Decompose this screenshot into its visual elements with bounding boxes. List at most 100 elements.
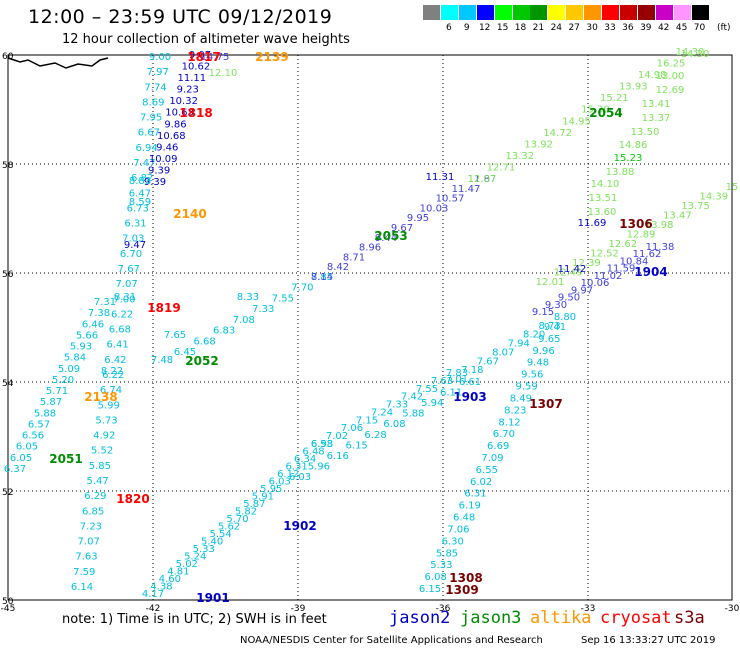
- swh-value: 6.58: [311, 439, 333, 450]
- swh-value: 6.41: [107, 340, 129, 351]
- swh-value: 6.28: [364, 430, 386, 441]
- swh-value: 7.31: [94, 297, 116, 308]
- swh-value: 8.23: [504, 405, 526, 416]
- swh-value: 11.59: [607, 264, 636, 275]
- swh-value: 10.57: [436, 194, 465, 205]
- swh-value: 5.88: [34, 408, 56, 419]
- legend-altika: altika: [530, 608, 592, 628]
- swh-value: 13.41: [642, 99, 671, 110]
- swh-value: 12.07: [468, 174, 497, 185]
- swh-value: 4.92: [93, 431, 115, 442]
- swh-value: 7.48: [151, 355, 173, 366]
- swh-value: 8.71: [343, 252, 365, 263]
- color-scale-label: 15: [496, 23, 509, 33]
- swh-value: 6.05: [10, 453, 32, 464]
- lat-label: 54: [2, 379, 14, 389]
- color-scale-unit: (ft): [717, 23, 731, 33]
- color-scale-label: 21: [532, 23, 545, 33]
- swh-value: 7.55: [416, 384, 438, 395]
- lon-label: -45: [1, 604, 16, 614]
- swh-value: 13.47: [663, 211, 692, 222]
- swh-value: 14.39: [699, 192, 728, 203]
- swh-value: 6.73: [127, 203, 149, 214]
- swh-value: 5.71: [46, 386, 68, 397]
- swh-value: 9.15: [532, 307, 554, 318]
- swh-value: 8.20: [523, 330, 545, 341]
- swh-value: 6.55: [476, 465, 498, 476]
- swh-value: 15.23: [614, 153, 643, 164]
- color-swatch: [548, 5, 566, 20]
- swh-value: 5.85: [89, 461, 111, 472]
- swh-value: 7.06: [447, 524, 469, 535]
- swh-value: 7.01: [446, 374, 468, 385]
- color-swatch: [584, 5, 602, 20]
- swh-value: 6.19: [459, 501, 481, 512]
- pass-id-label: 2053: [374, 229, 407, 243]
- color-swatch: [458, 5, 476, 20]
- swh-value: 14.95: [562, 116, 591, 127]
- pass-id-label: 1818: [179, 106, 212, 120]
- swh-value: 7.18: [461, 365, 483, 376]
- swh-value: 7.02: [326, 431, 348, 442]
- swh-value: 11.62: [633, 249, 662, 260]
- swh-value: 5.91: [252, 492, 274, 503]
- swh-value: 15.30: [581, 105, 610, 116]
- swh-value: 7.33: [252, 304, 274, 315]
- pass-id-label: 1308: [449, 571, 482, 585]
- swh-value: 7.67: [477, 356, 499, 367]
- map-frame: [7, 54, 733, 601]
- swh-value: 7.03: [122, 234, 144, 245]
- swh-value: 5.87: [40, 397, 62, 408]
- color-scale-label: 30: [586, 23, 598, 33]
- swh-value: 5.33: [193, 544, 215, 555]
- swh-value: 11.87: [468, 174, 497, 185]
- color-scale-label: 12: [478, 23, 491, 33]
- swh-value: 6.29: [84, 491, 106, 502]
- swh-value: 7.00: [113, 294, 135, 305]
- color-swatch: [637, 5, 655, 20]
- swh-value: 6.82: [131, 173, 153, 184]
- swh-value: 9.67: [391, 223, 413, 234]
- swh-value: 12.10: [209, 68, 238, 79]
- swh-value: 6.03: [289, 472, 311, 483]
- swh-value: 6.37: [4, 464, 26, 475]
- swh-value: 7.85: [311, 272, 333, 283]
- swh-value: 14.86: [619, 140, 648, 151]
- swh-value: 6.70: [493, 429, 515, 440]
- swh-value: 6.14: [71, 582, 93, 593]
- pass-id-label: 1307: [529, 397, 562, 411]
- swh-value: 6.93: [311, 439, 333, 450]
- color-scale-label: 24: [550, 23, 563, 33]
- lon-label: -36: [436, 604, 451, 614]
- swh-value: 6.46: [82, 319, 104, 330]
- swh-value: 9.07: [189, 50, 211, 61]
- swh-value: 5.82: [235, 507, 257, 518]
- swh-value: 6.57: [28, 419, 50, 430]
- coastline: [7, 57, 109, 69]
- swh-value: 6.12: [277, 469, 299, 480]
- swh-value: 8.14: [311, 272, 333, 283]
- swh-value: 7.70: [291, 283, 313, 294]
- swh-value: 6.08: [383, 419, 405, 430]
- swh-value: 9.39: [148, 165, 170, 176]
- swh-value: 7.63: [75, 552, 97, 563]
- color-scale-label: 9: [463, 23, 470, 33]
- swh-value: 9.56: [521, 370, 543, 381]
- swh-value: 8.12: [498, 417, 520, 428]
- swh-value: 13.93: [619, 82, 648, 93]
- swh-value: 9.50: [558, 293, 580, 304]
- swh-value: 9.46: [156, 142, 178, 153]
- swh-value: 7.15: [356, 415, 378, 426]
- swh-value: 6.31: [124, 219, 146, 230]
- swh-value: 9.96: [533, 346, 555, 357]
- legend-jason3: jason3: [460, 608, 522, 628]
- swh-value: 6.22: [111, 309, 133, 320]
- lat-label: 58: [2, 161, 14, 171]
- swh-value: 10.84: [620, 256, 649, 267]
- map-title: 12:00 – 23:59 UTC 09/12/2019: [28, 6, 333, 28]
- swh-value: 5.88: [402, 409, 424, 420]
- swh-value: 6.61: [459, 377, 481, 388]
- swh-value: 6.68: [193, 336, 215, 347]
- swh-value: 9.48: [527, 358, 549, 369]
